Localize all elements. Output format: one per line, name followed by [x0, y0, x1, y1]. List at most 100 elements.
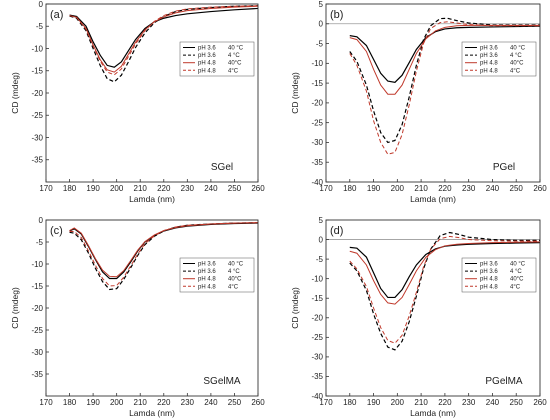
plot-frame	[325, 219, 541, 397]
sample-name: PGelMA	[485, 376, 523, 387]
y-tick-label: -35	[311, 158, 323, 167]
y-tick-label: -20	[311, 314, 323, 323]
y-tick-label: -15	[311, 79, 323, 88]
legend: pH 3.6 40 °C pH 3.6 4 °C pH 4.8 40°C pH 4.8 4°C	[461, 257, 537, 293]
series-line-2	[349, 17, 540, 144]
y-tick-label: 0	[319, 235, 324, 244]
series-line-1	[69, 7, 258, 68]
x-tick-label: 250	[510, 184, 524, 193]
legend: pH 3.6 40 °C pH 3.6 4 °C pH 4.8 40°C pH 4.8 4°C	[461, 41, 537, 77]
series-line-1	[349, 25, 540, 83]
legend-label-temp: 4 °C	[228, 269, 240, 275]
series-line-3	[349, 24, 540, 95]
sample-name: PGel	[493, 162, 515, 173]
y-axis-label: CD (mdeg)	[10, 72, 20, 114]
legend-label-ph: pH 3.6	[480, 269, 498, 275]
legend-label-temp: 40 °C	[228, 46, 244, 52]
legend-label-temp: 40°C	[228, 61, 242, 67]
legend-label-temp: 4 °C	[510, 269, 522, 275]
legend-label-ph: pH 4.8	[480, 284, 498, 290]
series-line-4	[349, 235, 540, 344]
y-tick-label: -35	[31, 370, 43, 379]
legend-label-temp: 4°C	[228, 284, 239, 290]
y-tick-label: -15	[31, 67, 43, 76]
y-tick-label: -30	[311, 138, 323, 147]
x-axis-label: Lamda (nm)	[410, 194, 456, 204]
legend-label-temp: 4 °C	[510, 53, 522, 59]
legend-label-temp: 4°C	[228, 68, 239, 74]
x-tick-label: 180	[63, 398, 77, 407]
sample-name: SGelMA	[203, 376, 241, 387]
y-tick-label: -5	[36, 238, 44, 247]
legend-label-temp: 4°C	[510, 284, 521, 290]
x-tick-label: 220	[438, 184, 452, 193]
legend-label-ph: pH 3.6	[198, 269, 216, 275]
y-tick-label: 0	[39, 0, 44, 9]
legend-label-ph: pH 4.8	[480, 68, 498, 74]
y-tick-label: -5	[316, 39, 324, 48]
plot-frame	[325, 3, 541, 183]
series-line-4	[69, 5, 258, 76]
x-tick-label: 200	[110, 398, 124, 407]
y-tick-label: 5	[319, 216, 324, 225]
x-tick-label: 210	[414, 184, 428, 193]
x-tick-label: 220	[157, 184, 171, 193]
x-axis-label: Lamda (nm)	[129, 408, 175, 418]
x-tick-label: 230	[181, 184, 195, 193]
x-tick-label: 250	[228, 398, 242, 407]
y-tick-label: -15	[31, 282, 43, 291]
series-line-3	[69, 222, 258, 278]
legend-label-ph: pH 3.6	[198, 46, 216, 52]
legend-label-temp: 40 °C	[510, 262, 526, 268]
legend-label-ph: pH 3.6	[198, 53, 216, 59]
y-tick-label: -10	[31, 260, 43, 269]
x-tick-label: 260	[533, 398, 547, 407]
x-tick-label: 190	[367, 184, 381, 193]
legend-label-ph: pH 4.8	[198, 61, 216, 67]
y-tick-label: -10	[311, 59, 323, 68]
legend-label-ph: pH 4.8	[198, 277, 216, 283]
y-axis-label: CD (mdeg)	[10, 287, 20, 329]
x-tick-label: 250	[228, 184, 242, 193]
series-line-1	[349, 242, 540, 299]
panel-label: (b)	[330, 9, 343, 21]
plot-frame	[45, 3, 259, 183]
legend-label-temp: 40 °C	[228, 262, 244, 268]
y-tick-label: -20	[31, 304, 43, 313]
x-tick-label: 260	[251, 184, 265, 193]
legend-label-temp: 40°C	[510, 277, 524, 283]
legend-label-ph: pH 4.8	[480, 277, 498, 283]
legend-label-ph: pH 3.6	[480, 53, 498, 59]
legend: pH 3.6 40 °C pH 3.6 4 °C pH 4.8 40°C pH 4.8 4°C	[179, 41, 255, 77]
chart-panel-sgel: 170 180 190 200 210 220 230 240 250 260 0 -5 -10 -15 -…	[10, 0, 265, 204]
chart-panel-sgelma: 170 180 190 200 210 220 230 240 250 260 0 -5 -10 -15 -…	[10, 216, 265, 418]
y-tick-label: -30	[311, 353, 323, 362]
y-tick-label: -40	[311, 392, 323, 401]
y-tick-label: -35	[311, 372, 323, 381]
x-tick-label: 180	[343, 184, 357, 193]
y-tick-label: -25	[31, 326, 43, 335]
chart-panel-pgelma: 170 180 190 200 210 220 230 240 250 260 5 0 -5 -10 -15…	[290, 216, 547, 418]
legend-label-ph: pH 4.8	[198, 284, 216, 290]
x-tick-label: 200	[391, 184, 405, 193]
y-tick-label: -25	[311, 333, 323, 342]
x-tick-label: 220	[157, 398, 171, 407]
x-tick-label: 190	[86, 398, 100, 407]
y-tick-label: -15	[311, 294, 323, 303]
x-tick-label: 180	[343, 398, 357, 407]
series-line-2	[349, 231, 540, 351]
legend-label-ph: pH 3.6	[480, 262, 498, 268]
y-tick-label: -25	[311, 118, 323, 127]
legend-label-ph: pH 3.6	[480, 46, 498, 52]
x-tick-label: 240	[486, 184, 500, 193]
x-tick-label: 170	[39, 398, 53, 407]
legend-label-ph: pH 3.6	[198, 262, 216, 268]
x-axis-label: Lamda (nm)	[410, 408, 456, 418]
legend-label-temp: 40°C	[228, 277, 242, 283]
y-tick-label: -10	[31, 44, 43, 53]
y-tick-label: -5	[36, 22, 44, 31]
y-tick-label: -25	[31, 111, 43, 120]
y-tick-label: -20	[311, 99, 323, 108]
x-tick-label: 170	[39, 184, 53, 193]
